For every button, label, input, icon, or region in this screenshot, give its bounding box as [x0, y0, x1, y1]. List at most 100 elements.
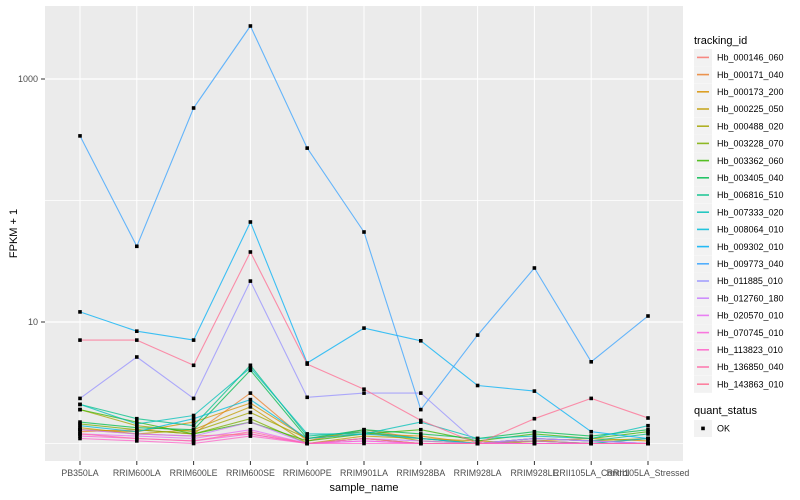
data-point [135, 432, 139, 436]
data-point [532, 266, 537, 270]
legend-label: Hb_000171_040 [717, 70, 784, 80]
data-point [305, 439, 309, 443]
data-point [248, 432, 253, 436]
data-point [135, 420, 139, 424]
data-point [248, 363, 253, 368]
data-point [646, 429, 650, 434]
data-point [191, 429, 196, 434]
data-point [305, 432, 309, 436]
data-point [78, 420, 82, 424]
data-point [191, 420, 196, 424]
data-point [191, 427, 196, 432]
data-point [419, 418, 423, 423]
x-tick-label: PB350LA [61, 468, 98, 478]
data-point [646, 441, 650, 446]
y-tick-label: 1000 [18, 74, 38, 84]
data-point [248, 24, 253, 28]
legend-label: Hb_000146_060 [717, 53, 784, 63]
data-point [78, 427, 82, 432]
x-tick-label: RRIM600SE [226, 468, 275, 478]
data-point [191, 416, 196, 421]
legend-label: Hb_008064_010 [717, 225, 784, 235]
legend-label: Hb_009773_040 [717, 259, 784, 269]
data-point [362, 427, 366, 432]
data-point [135, 329, 139, 333]
data-point [191, 441, 196, 446]
legend-label: Hb_003228_070 [717, 139, 784, 149]
legend-label: Hb_006816_510 [717, 190, 784, 200]
data-point [78, 423, 82, 428]
data-point [78, 338, 82, 342]
data-point [248, 391, 253, 395]
x-axis-title: sample_name [329, 482, 398, 494]
legend-label: Hb_113823_010 [717, 345, 783, 355]
data-point [589, 436, 593, 441]
data-point [362, 441, 366, 446]
data-point [362, 391, 366, 395]
data-point [78, 134, 82, 138]
data-point [362, 436, 366, 441]
data-point [248, 405, 253, 409]
data-point [248, 401, 253, 405]
x-tick-label: RRIM928LA [454, 468, 502, 478]
data-point [248, 220, 253, 224]
data-point [589, 396, 593, 401]
data-point [135, 429, 139, 434]
x-tick-label: RRIM928LE [510, 468, 558, 478]
data-point [419, 441, 423, 446]
data-point [532, 429, 537, 434]
legend-label: Hb_000488_020 [717, 121, 784, 131]
data-point [532, 441, 537, 446]
x-tick-label: RRIM600LA [113, 468, 161, 478]
legend-label: Hb_003362_060 [717, 156, 784, 166]
data-point [248, 250, 253, 254]
data-point [589, 434, 593, 438]
data-point [646, 432, 650, 436]
data-point [78, 402, 82, 407]
x-tick-label: RRIM600LE [170, 468, 218, 478]
legend-label: Hb_012760_180 [717, 293, 784, 303]
data-point [589, 360, 593, 364]
data-point [78, 407, 82, 412]
data-point [191, 396, 196, 401]
data-point [135, 434, 139, 438]
data-point [532, 432, 537, 436]
data-point [475, 383, 480, 388]
data-point [248, 368, 253, 373]
data-point [646, 427, 650, 432]
data-point [78, 436, 82, 441]
data-point [419, 339, 423, 343]
data-point [419, 391, 423, 395]
data-point [135, 425, 139, 430]
x-tick-label: RRIM928BA [396, 468, 445, 478]
data-point [78, 310, 82, 314]
data-point [475, 333, 480, 337]
legend-label: Hb_070745_010 [717, 328, 784, 338]
data-point [362, 434, 366, 438]
data-point [191, 439, 196, 443]
data-point [135, 338, 139, 342]
data-point [135, 436, 139, 441]
data-point [191, 436, 196, 441]
data-point [305, 395, 309, 400]
y-axis-title: FPKM + 1 [8, 209, 20, 258]
legend-label: Hb_007333_020 [717, 207, 784, 217]
data-point [362, 387, 366, 391]
data-point [362, 230, 366, 234]
data-point [362, 439, 366, 443]
data-point [248, 366, 253, 370]
data-point [248, 416, 253, 421]
legend-label: Hb_143863_010 [717, 379, 784, 389]
legend-label: Hb_000173_200 [717, 87, 784, 97]
data-point [305, 434, 309, 438]
legend-label-ok: OK [717, 424, 730, 434]
data-point [248, 429, 253, 434]
legend-title-tracking-id: tracking_id [694, 35, 747, 47]
data-point [305, 146, 309, 150]
legend-label: Hb_009302_010 [717, 242, 784, 252]
data-point [362, 429, 366, 434]
x-tick-label: RRII105LA_Control [553, 468, 629, 478]
data-point [191, 434, 196, 438]
data-point [78, 429, 82, 434]
